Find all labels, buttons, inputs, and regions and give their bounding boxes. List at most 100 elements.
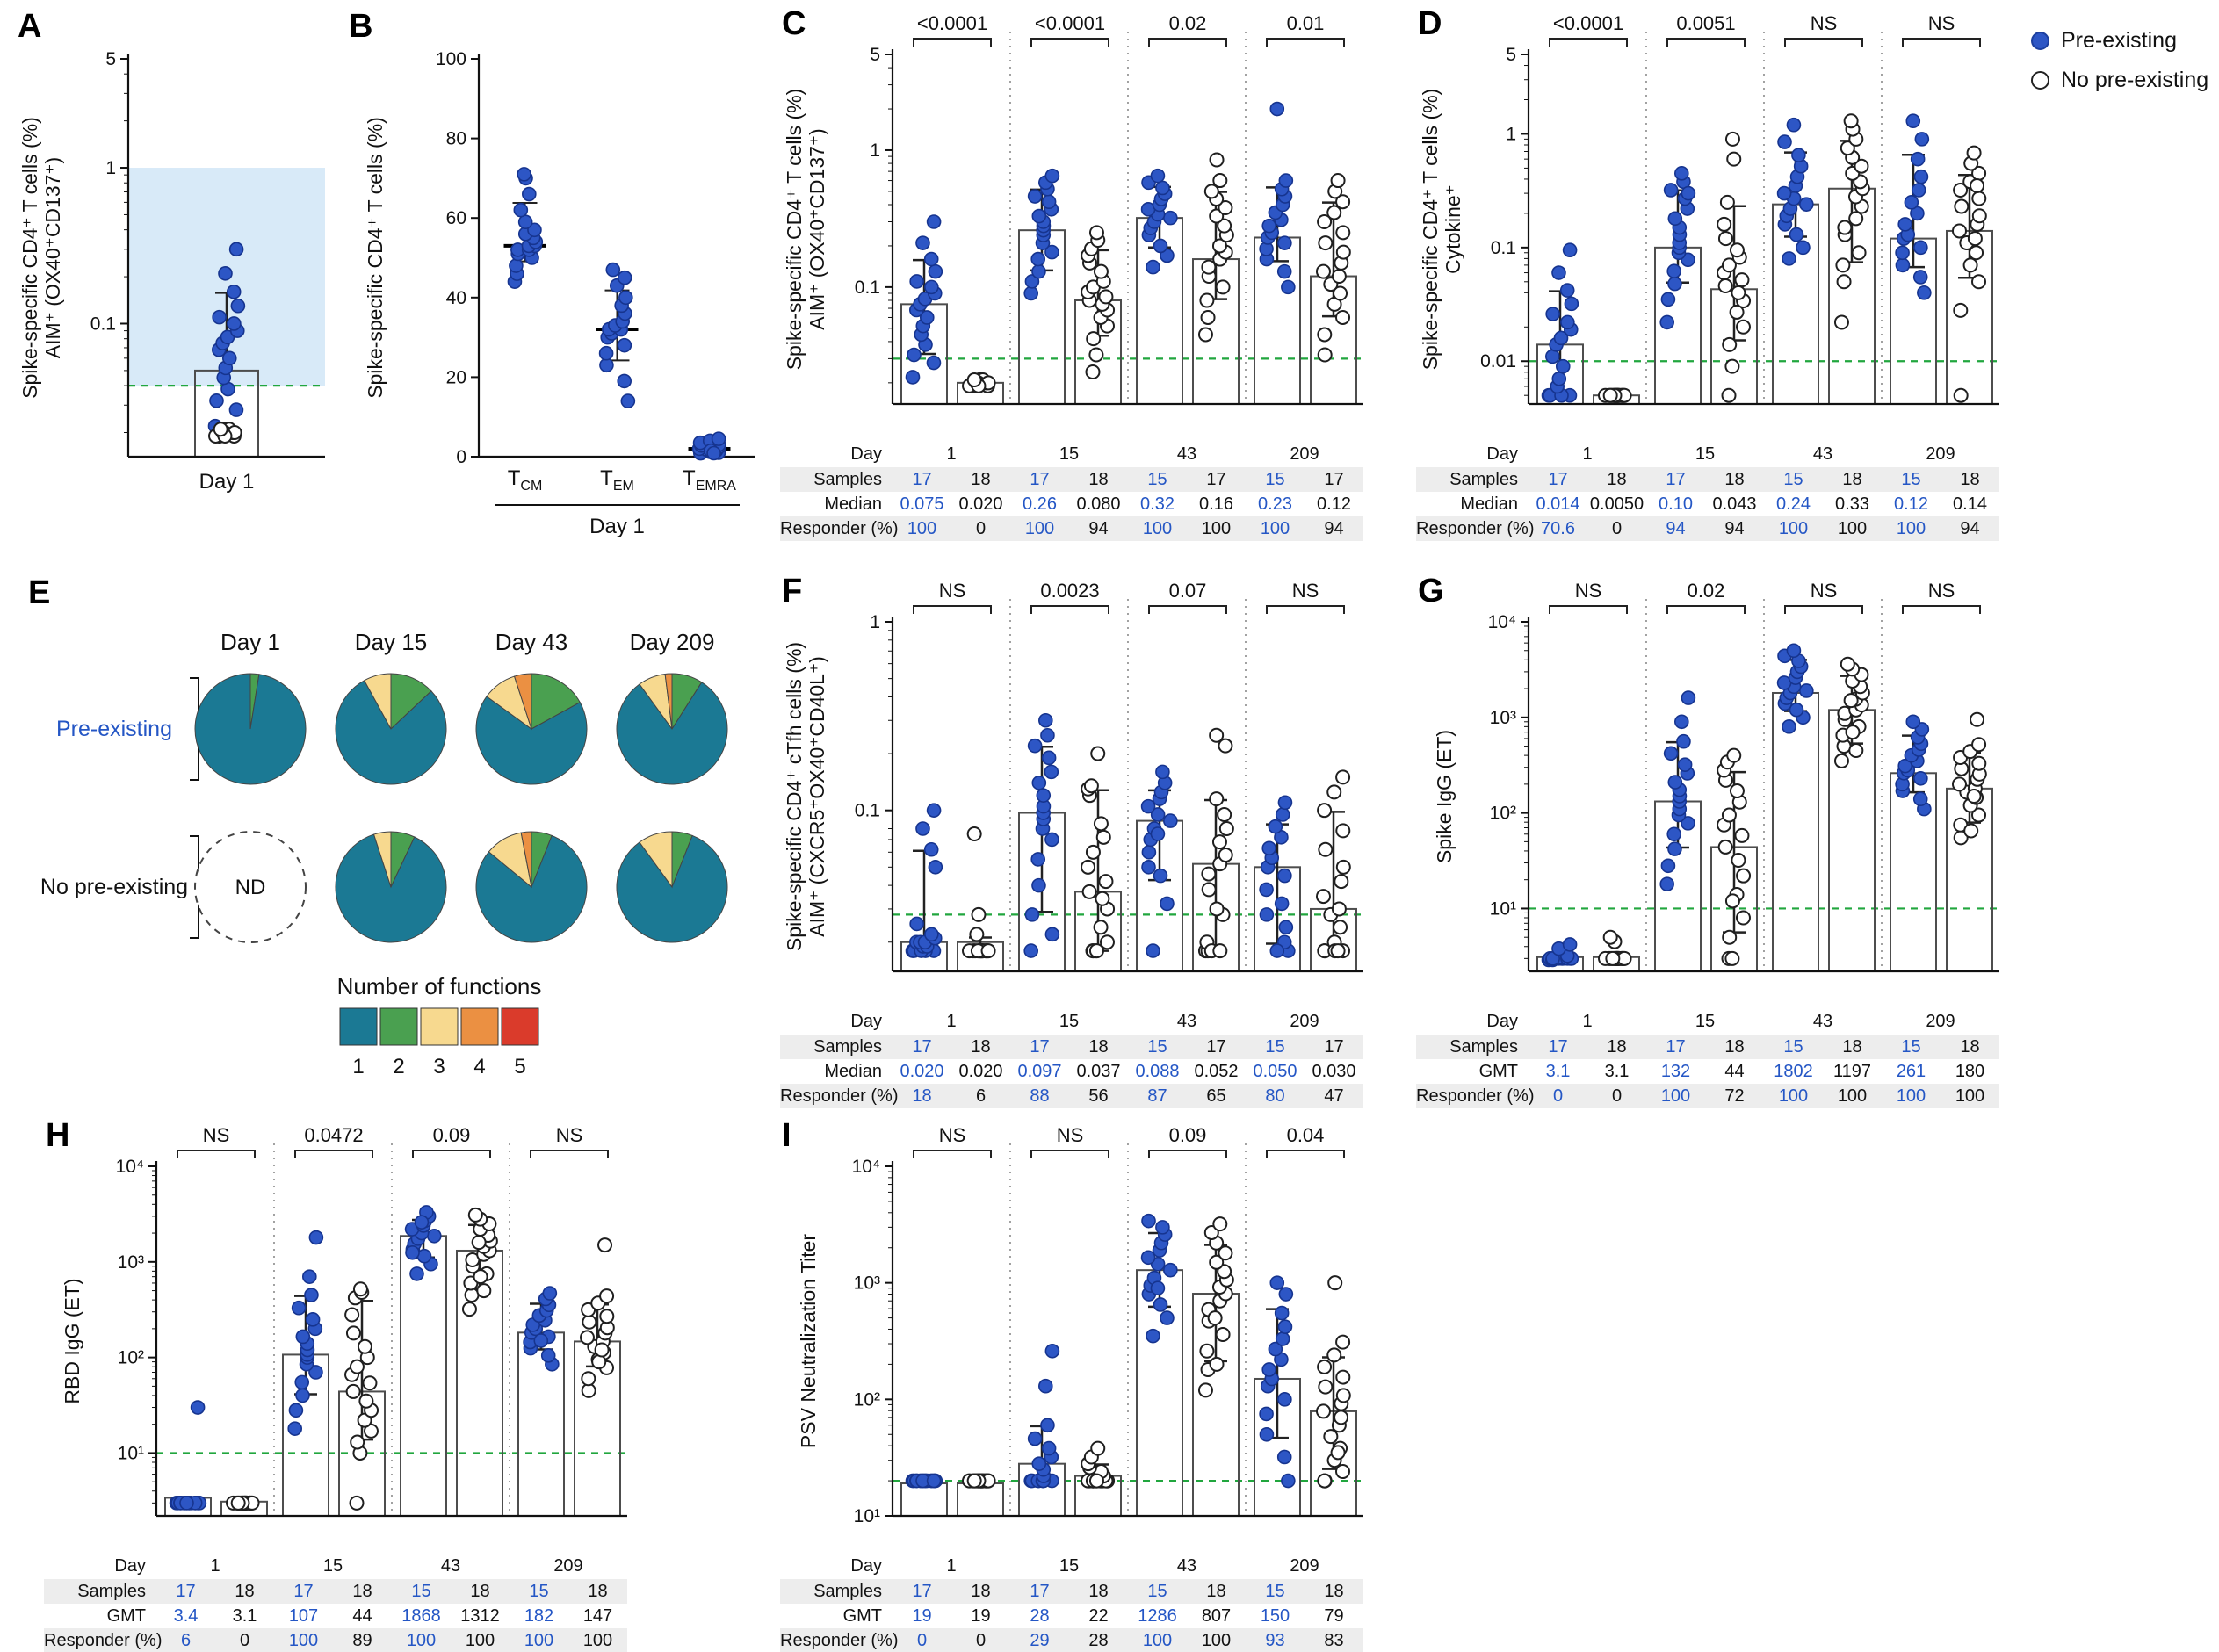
value-no-pre-existing: 18 [1842, 1036, 1862, 1057]
scatter-point-pre [1663, 746, 1679, 761]
scatter-point-pre [1261, 840, 1277, 856]
scatter-point-nopre [1207, 1310, 1223, 1326]
table-row: Samples 17 18 17 18 15 17 15 17 [780, 467, 1363, 492]
value-pre-existing: 1868 [401, 1605, 441, 1626]
scatter-point-nopre [1098, 289, 1114, 305]
p-value: <0.0001 [1553, 12, 1623, 34]
scatter-point-nopre [1209, 901, 1225, 917]
panel-i-letter: I [782, 1117, 791, 1154]
functions-legend-number: 5 [514, 1055, 525, 1078]
value-pre-existing: 100 [406, 1630, 437, 1650]
value-no-pre-existing: 0 [1611, 1086, 1623, 1106]
panel-h-chart: NS 0.0472 0.09 NS 10¹ 10² 10³ 10⁴ RBD IgG (ET) Da… [44, 1122, 641, 1652]
table-row-label: Samples [1449, 469, 1518, 489]
scatter-point-nopre [461, 1302, 477, 1317]
scatter-point-pre [1776, 185, 1792, 201]
scatter-point-nopre [1334, 874, 1349, 890]
scatter-point-pre [1281, 1473, 1296, 1489]
scatter-point-nopre [1326, 205, 1342, 220]
value-pre-existing: 17 [912, 469, 932, 489]
value-pre-existing: 100 [1660, 1086, 1691, 1106]
value-no-pre-existing: 0.14 [1953, 494, 1987, 514]
legend-nopre-label: No pre-existing [2061, 68, 2209, 92]
scatter-point-pre [305, 1312, 321, 1327]
scatter-point-pre [1140, 798, 1156, 814]
day-value: 209 [1290, 1555, 1319, 1576]
significance-bracket [294, 1150, 373, 1158]
y-tick-label: 10² [118, 1348, 144, 1368]
value-no-pre-existing: 18 [1960, 1036, 1980, 1057]
value-no-pre-existing: 3.1 [232, 1605, 257, 1626]
value-pre-existing: 0.23 [1258, 494, 1292, 514]
scatter-point-pre [1786, 643, 1802, 659]
table-row-label: Day [850, 1011, 882, 1031]
scatter-point-nopre [1209, 727, 1225, 743]
significance-bracket [1902, 38, 1981, 47]
scatter-point-pre [308, 1365, 323, 1380]
scatter-point-nopre [1217, 218, 1232, 234]
scatter-point-pre [1141, 845, 1157, 860]
value-pre-existing: 93 [1265, 1630, 1285, 1650]
scatter-point-nopre [1729, 304, 1745, 320]
scatter-point-pre [1146, 259, 1160, 275]
scatter-point-nopre [1731, 285, 1746, 300]
significance-bracket [913, 38, 992, 47]
functions-legend-number: 4 [473, 1055, 485, 1078]
value-pre-existing: 70.6 [1541, 518, 1575, 538]
scatter-point-nopre [599, 1288, 615, 1304]
value-pre-existing: 100 [524, 1630, 554, 1650]
scatter-point-nopre [1969, 245, 1984, 261]
y-axis-title: Spike-specific CD4⁺ T cells (%) [1419, 89, 1442, 371]
scatter-point-nopre [1970, 711, 1985, 727]
scatter-point-nopre [230, 1495, 246, 1511]
panel-a-plot: 0.1 1 5 Spike-specific CD4⁺ T cells (%) AIM⁺… [18, 49, 325, 494]
scatter-point-nopre [1088, 1473, 1104, 1489]
scatter-point-nopre [1209, 152, 1225, 168]
scatter-point-nopre [1199, 1343, 1215, 1359]
scatter-point-nopre [1209, 208, 1225, 224]
significance-bracket [1148, 605, 1227, 614]
scatter-point-nopre [1086, 331, 1102, 347]
value-no-pre-existing: 100 [465, 1630, 495, 1650]
y-tick-label: 1 [870, 141, 880, 161]
scatter-point-nopre [597, 1237, 613, 1253]
value-pre-existing: 100 [1142, 518, 1173, 538]
scatter-point-nopre [1971, 274, 1987, 290]
functions-legend-swatch [420, 1007, 459, 1046]
pie-slice [475, 696, 588, 785]
value-no-pre-existing: 0.080 [1076, 494, 1121, 514]
scatter-point-pre [1545, 349, 1560, 364]
scatter-point-nopre [1093, 263, 1109, 279]
legend-no-pre-existing: No pre-existing [2031, 68, 2208, 93]
scatter-point-pre [1278, 1287, 1294, 1302]
scatter-point-pre [1163, 1262, 1178, 1278]
pie-slice [639, 831, 673, 889]
value-no-pre-existing: 1197 [1832, 1061, 1871, 1081]
scatter-point-pre [1160, 1310, 1175, 1325]
value-pre-existing: 87 [1147, 1086, 1167, 1106]
y-tick-label: 10⁴ [1488, 612, 1516, 632]
scatter-point-nopre [1602, 929, 1618, 945]
scatter-point-pre [1910, 151, 1926, 167]
value-pre-existing: 100 [288, 1630, 319, 1650]
scatter-point-pre [1545, 307, 1560, 321]
scatter-point-pre [1036, 788, 1052, 803]
y-tick-label: 0.1 [855, 801, 880, 821]
scatter-point-pre [1564, 296, 1579, 312]
panel-c-plot: <0.0001 <0.0001 0.02 0.01 0.1 1 5 Spike-specifi… [783, 12, 1363, 406]
scatter-point-nopre [1326, 784, 1342, 800]
scatter-point-pre [1777, 134, 1792, 149]
scatter-point-nopre [1840, 656, 1855, 672]
scatter-point-pre [1146, 943, 1160, 958]
scatter-point-nopre [1335, 309, 1351, 325]
functions-legend-number: 3 [433, 1055, 445, 1078]
table-row: Samples 17 18 17 18 15 17 15 17 [780, 1035, 1363, 1059]
value-no-pre-existing: 18 [1724, 1036, 1745, 1057]
scatter-point-nopre [1201, 866, 1217, 882]
scatter-point-pre [1163, 813, 1178, 828]
scatter-point-pre [1261, 1362, 1277, 1377]
y-tick-label: 10⁴ [116, 1157, 144, 1177]
scatter-point-nopre [1211, 834, 1227, 850]
value-pre-existing: 0.020 [900, 1061, 944, 1081]
scatter-point-pre [1146, 1328, 1160, 1344]
